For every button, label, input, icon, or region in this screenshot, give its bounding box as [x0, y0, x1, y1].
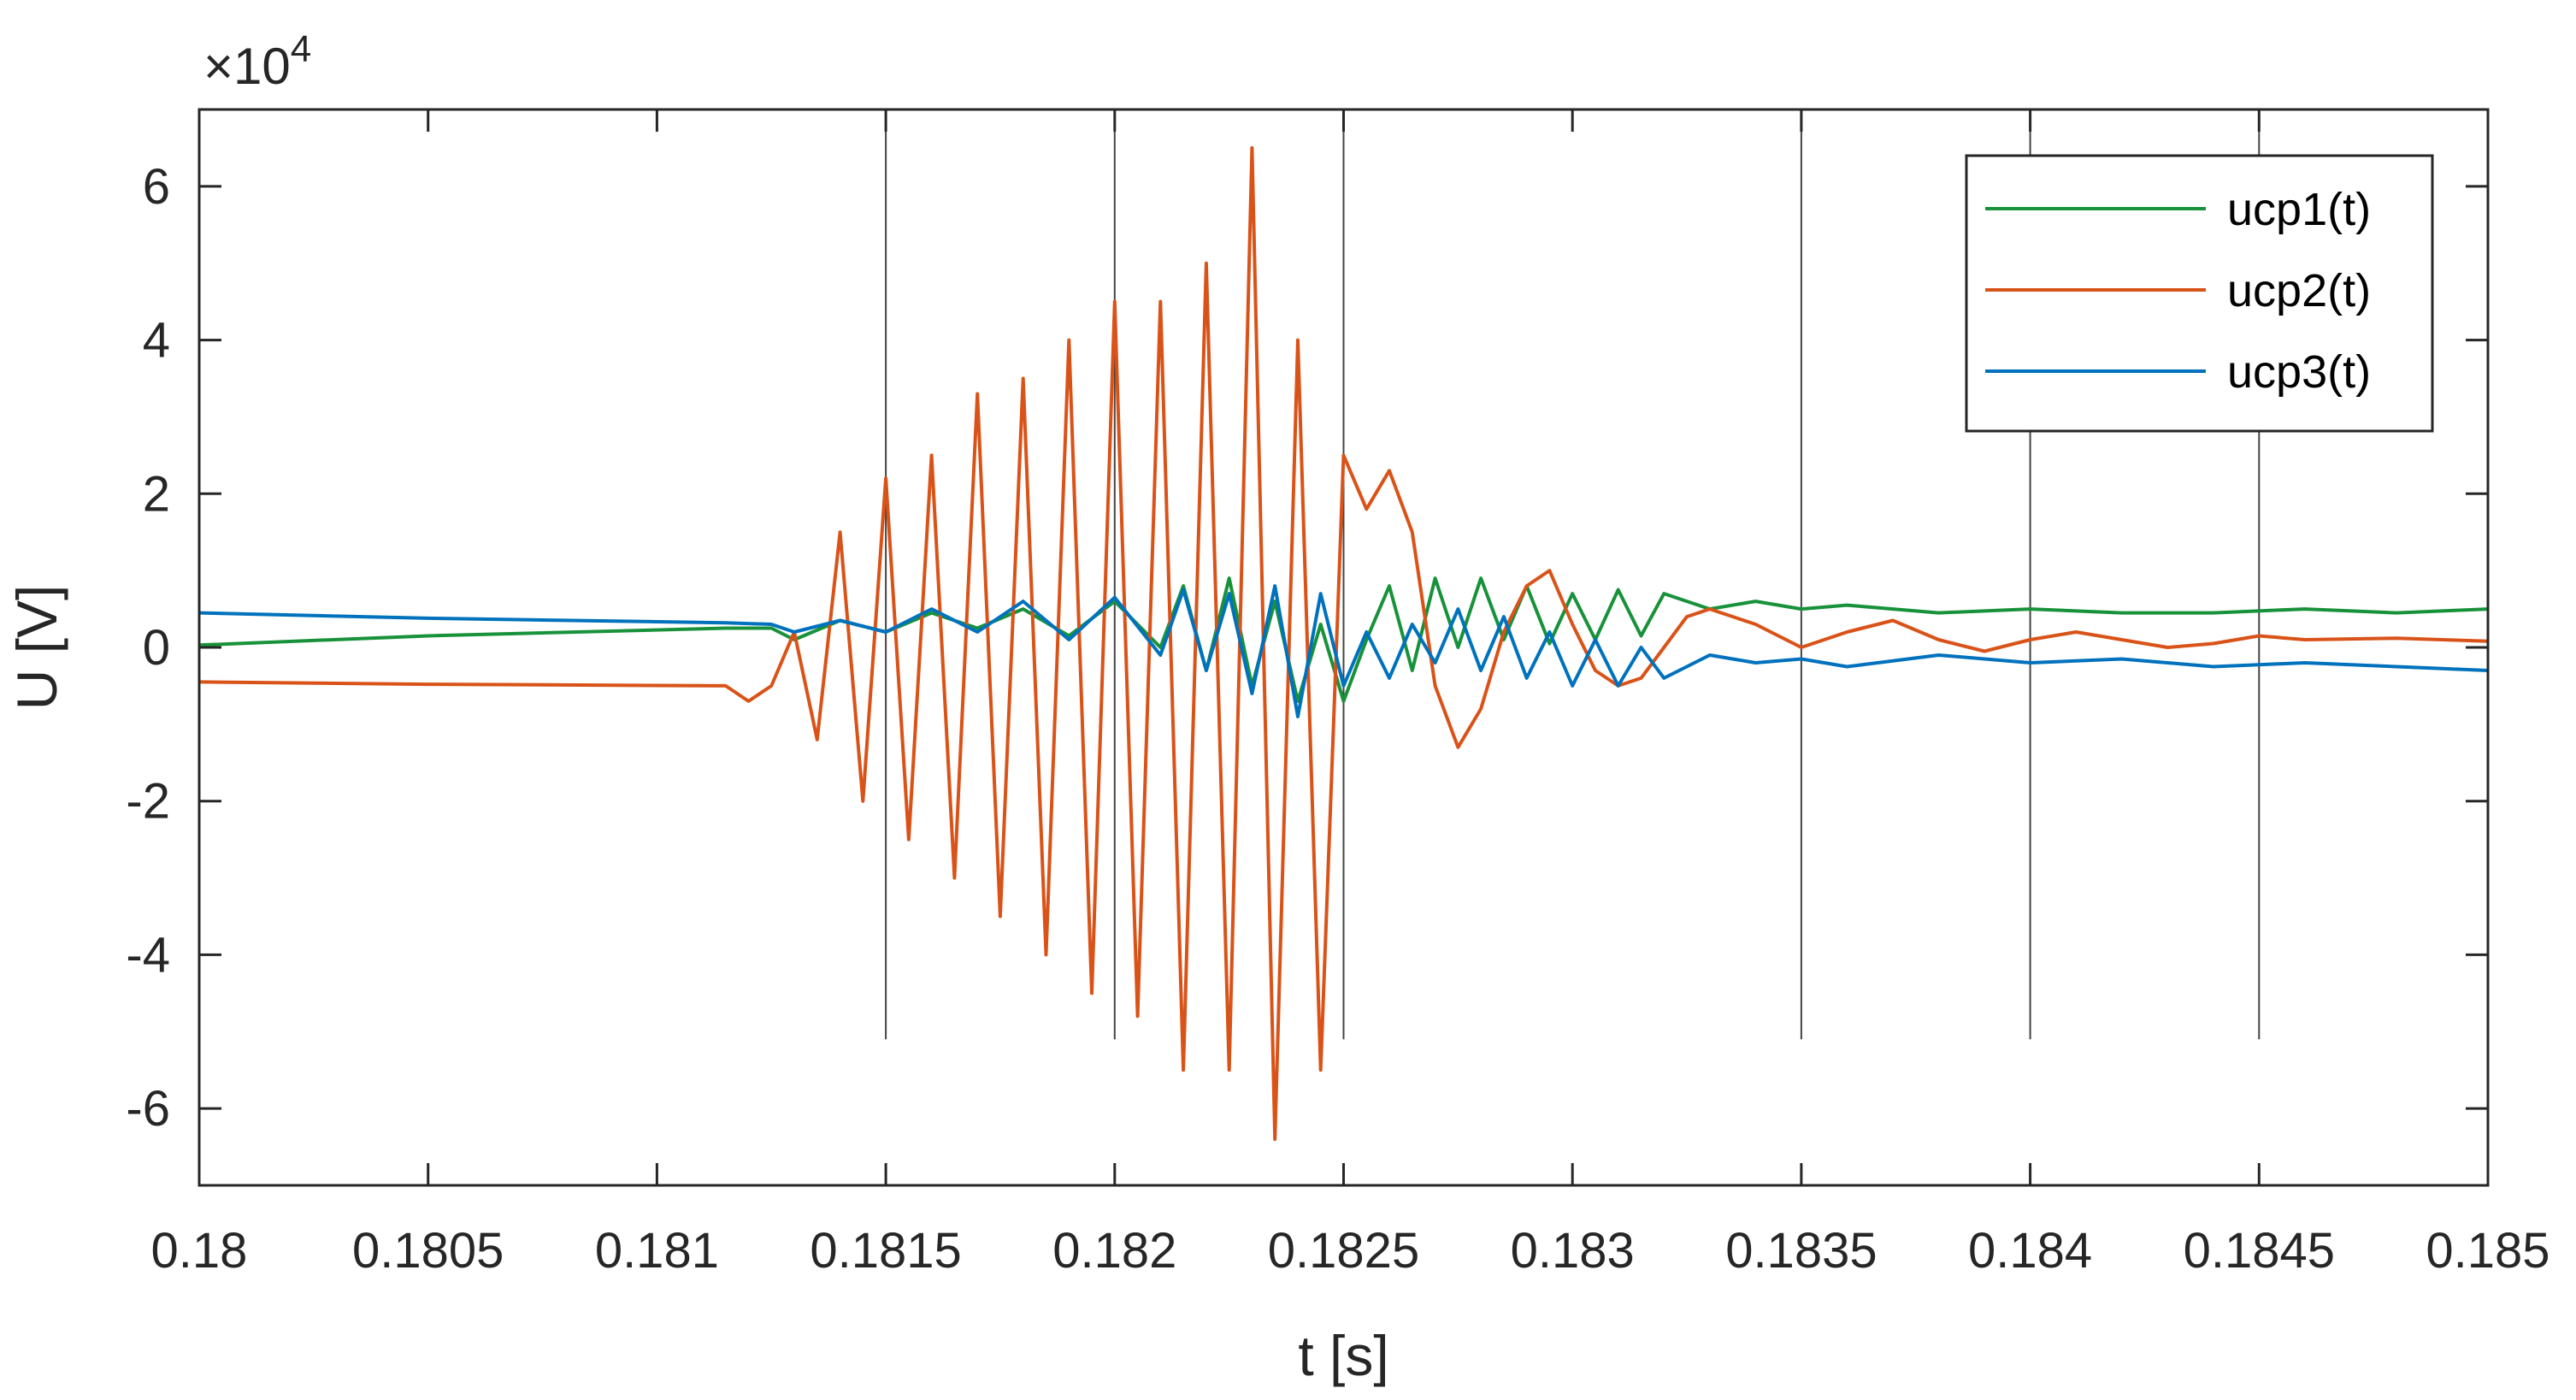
legend: ucp1(t) ucp2(t) ucp3(t): [1965, 154, 2434, 433]
x-tick-label: 0.1805: [352, 1223, 504, 1279]
y-tick-label: -4: [126, 927, 170, 983]
y-axis: -6 -4 -2 0 2 4 6: [126, 159, 2488, 1137]
x-axis-title: t [s]: [1298, 1324, 1388, 1387]
legend-box: [1965, 154, 2434, 433]
x-tick-label: 0.183: [1511, 1223, 1635, 1279]
x-axis: 0.18 0.1805 0.181 0.1815 0.182 0.1825 0.183 0.1…: [151, 109, 2550, 1279]
y-tick-label: 6: [143, 159, 170, 215]
y-tick-label: 4: [143, 313, 170, 369]
x-tick-label: 0.1845: [2184, 1223, 2335, 1279]
x-tick-label: 0.1835: [1725, 1223, 1877, 1279]
y-axis-exponent: ×104: [203, 28, 311, 95]
x-tick-label: 0.185: [2426, 1223, 2549, 1279]
legend-label-ucp3t: ucp3(t): [2227, 346, 2371, 398]
y-axis-title: U [V]: [5, 585, 68, 711]
y-axis-exponent-power: 4: [291, 28, 311, 70]
legend-label-ucp2t: ucp2(t): [2227, 265, 2371, 316]
x-tick-label: 0.1815: [810, 1223, 961, 1279]
x-tick-label: 0.1825: [1268, 1223, 1419, 1279]
series-lines: [198, 145, 2489, 1142]
x-tick-label: 0.184: [1968, 1223, 2092, 1279]
x-tick-label: 0.18: [151, 1223, 248, 1279]
y-tick-label: -6: [126, 1081, 170, 1137]
legend-label-ucp1t: ucp1(t): [2227, 184, 2371, 235]
series-line-ucp2t: [198, 145, 2489, 1142]
y-tick-label: 2: [143, 466, 170, 522]
y-tick-label: -2: [126, 774, 170, 830]
x-tick-label: 0.182: [1052, 1223, 1176, 1279]
x-tick-label: 0.181: [595, 1223, 719, 1279]
series-line-ucp3t: [198, 584, 2489, 718]
y-axis-exponent-base: ×10: [203, 38, 291, 95]
y-tick-label: 0: [143, 620, 170, 676]
